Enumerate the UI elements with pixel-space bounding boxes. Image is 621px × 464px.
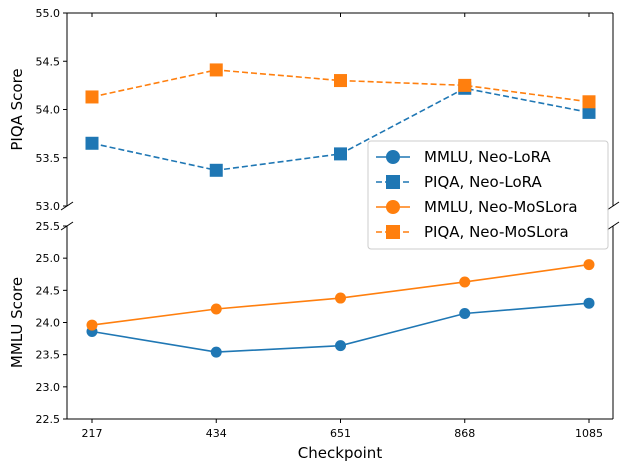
y-tick-label: 53.5	[36, 152, 61, 165]
data-point-circle	[335, 292, 346, 304]
y-tick-label: 53.0	[36, 200, 61, 213]
x-tick-label: 1085	[575, 427, 603, 440]
bottom-y-axis-title: MMLU Score	[8, 277, 26, 368]
x-tick-label: 217	[82, 427, 103, 440]
legend-label: PIQA, Neo-MoSLora	[424, 223, 569, 241]
data-point-circle	[210, 346, 222, 358]
data-point-square	[209, 63, 223, 77]
data-point-circle	[335, 340, 346, 352]
y-tick-label: 24.5	[36, 284, 61, 297]
legend: MMLU, Neo-LoRA PIQA, Neo-LoRA MMLU, Neo-Mo…	[367, 140, 609, 250]
legend-marker-square	[386, 175, 400, 189]
y-tick-label: 55.0	[36, 7, 61, 20]
bottom-panel-mmlu: 22.5 23.0 23.5 24.0 24.5 25.0 25.5	[36, 220, 614, 426]
x-tick-label: 434	[206, 427, 227, 440]
y-tick-label: 24.0	[36, 317, 61, 330]
data-point-square	[458, 78, 472, 92]
data-point-square	[334, 147, 347, 161]
x-axis-title: Checkpoint	[298, 444, 383, 462]
top-y-axis-title: PIQA Score	[8, 68, 26, 150]
data-point-circle	[86, 319, 98, 331]
y-tick-label: 54.5	[36, 55, 61, 68]
data-point-square	[582, 95, 596, 109]
y-tick-label: 22.5	[36, 413, 61, 426]
legend-label: MMLU, Neo-MoSLora	[424, 198, 578, 216]
data-point-circle	[459, 276, 471, 288]
break-slash	[60, 201, 74, 211]
data-point-circle	[583, 297, 595, 309]
top-panel-piqa: 53.0 53.5 54.0 54.5 55.0	[36, 7, 614, 213]
data-point-square	[209, 163, 223, 177]
y-tick-label: 25.5	[36, 220, 61, 233]
y-tick-label: 54.0	[36, 104, 61, 117]
legend-marker-circle	[386, 200, 400, 214]
data-point-square	[334, 74, 347, 88]
axis-break-marks	[60, 201, 620, 231]
data-point-circle	[583, 259, 595, 271]
legend-label: PIQA, Neo-LoRA	[424, 173, 542, 191]
x-tick-label: 868	[454, 427, 475, 440]
legend-marker-circle	[386, 150, 400, 164]
x-tick-label: 651	[330, 427, 351, 440]
break-slash	[60, 221, 74, 231]
legend-box	[367, 140, 609, 250]
data-point-circle	[210, 303, 222, 315]
y-tick-label: 23.0	[36, 381, 61, 394]
y-tick-label: 25.0	[36, 252, 61, 265]
data-point-square	[582, 105, 596, 119]
break-slash	[606, 201, 620, 211]
data-point-square	[85, 90, 99, 104]
x-axis: 217 434 651 868 1085	[82, 419, 603, 440]
y-tick-label: 23.5	[36, 349, 61, 362]
legend-label: MMLU, Neo-LoRA	[424, 148, 551, 166]
data-point-circle	[459, 307, 471, 319]
legend-marker-square	[386, 225, 400, 239]
break-slash	[606, 221, 620, 231]
series-line	[91, 69, 590, 103]
data-point-square	[85, 136, 99, 150]
